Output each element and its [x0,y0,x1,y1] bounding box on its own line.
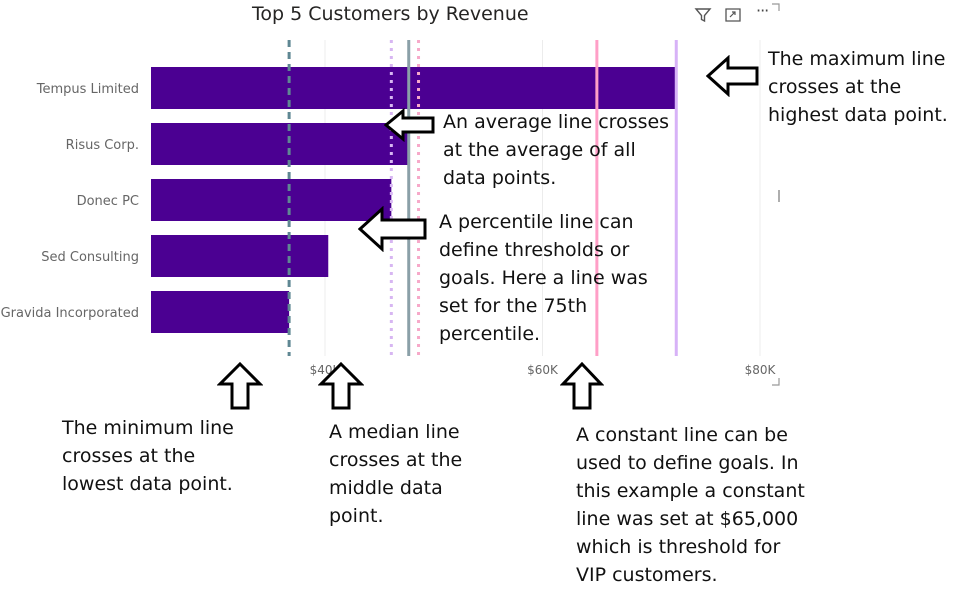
category-label-0: Tempus Limited [36,82,139,97]
chart-title: Top 5 Customers by Revenue [252,3,529,25]
category-label-2: Donec PC [77,194,139,209]
percentile-line-note: A percentile line can define thresholds … [439,211,648,345]
constant-line-note: A constant line can be used to define go… [576,424,805,586]
focus-mode-icon[interactable] [724,7,742,27]
filter-icon[interactable] [694,6,712,28]
bar-1 [151,123,409,165]
minimum-line-note: The minimum line crosses at the lowest d… [62,417,234,495]
bar-0 [151,67,677,109]
average-line-note: An average line crosses at the average o… [443,111,670,189]
left-arrow-icon [706,55,759,97]
left-arrow-icon [384,108,435,142]
up-arrow-icon [560,362,604,410]
left-arrow-icon [358,206,427,252]
category-label-4: Gravida Incorporated [1,306,139,321]
more-options-button[interactable]: ··· [756,1,769,20]
resize-handle-icon [772,3,780,11]
median-line-note: A median line crosses at the middle data… [329,421,463,527]
x-tick-label-2: $80K [745,363,777,377]
resize-handle-icon [772,378,780,386]
category-label-1: Risus Corp. [66,138,139,153]
maximum-line-note: The maximum line crosses at the highest … [768,48,948,126]
up-arrow-icon [217,362,263,410]
up-arrow-icon [318,362,364,410]
bar-4 [151,291,290,333]
x-tick-label-1: $60K [527,363,559,377]
bar-3 [151,235,329,277]
category-label-3: Sed Consulting [41,250,139,265]
bar-2 [151,179,392,221]
